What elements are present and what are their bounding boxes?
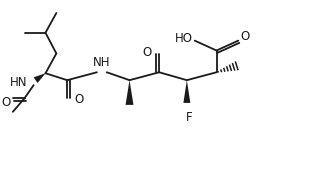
Text: HO: HO — [175, 32, 193, 45]
Polygon shape — [126, 80, 134, 105]
Text: O: O — [74, 93, 83, 106]
Text: O: O — [142, 46, 151, 59]
Polygon shape — [184, 80, 190, 103]
Text: O: O — [240, 30, 250, 43]
Text: F: F — [185, 111, 192, 124]
Polygon shape — [33, 73, 45, 83]
Text: NH: NH — [93, 56, 110, 69]
Text: HN: HN — [10, 76, 28, 89]
Text: O: O — [2, 96, 11, 109]
